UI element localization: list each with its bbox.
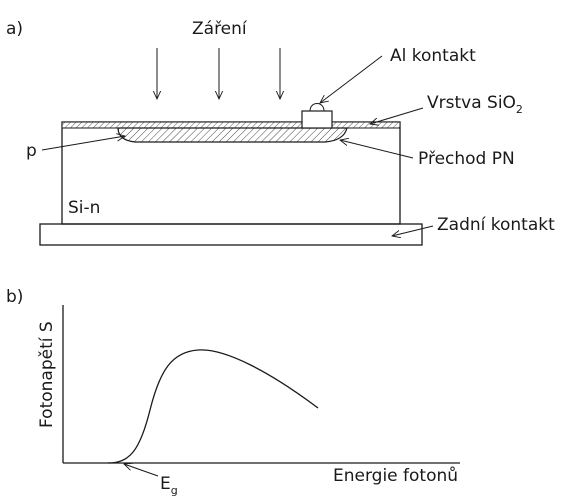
radiation-label: Záření bbox=[192, 19, 248, 39]
back-contact-plate bbox=[39, 223, 423, 246]
eg-letter: E bbox=[160, 474, 171, 494]
radiation-arrows bbox=[157, 48, 280, 99]
x-axis-label: Energie fotonů bbox=[333, 466, 458, 486]
eg-label: Eg bbox=[160, 474, 178, 497]
eg-leader bbox=[124, 464, 159, 477]
oxide-layer-text: Vrstva SiO bbox=[427, 93, 516, 113]
pn-junction-label: Přechod PN bbox=[418, 149, 515, 169]
al-contact-wire bbox=[309, 103, 325, 112]
al-contact-pad bbox=[301, 110, 333, 129]
part-a-label: a) bbox=[6, 19, 23, 39]
p-region-leader bbox=[41, 136, 125, 151]
p-region-label: p bbox=[26, 141, 37, 161]
al-contact-leader bbox=[320, 55, 383, 103]
y-axis-label: Fotonapětí S bbox=[37, 321, 57, 428]
back-contact-label: Zadní kontakt bbox=[437, 215, 555, 235]
substrate-label: Si-n bbox=[68, 198, 100, 218]
oxide-layer-subscript: 2 bbox=[516, 103, 523, 116]
pn-junction-leader bbox=[340, 140, 414, 159]
eg-subscript: g bbox=[171, 484, 178, 497]
p-region bbox=[117, 127, 348, 143]
al-contact-label: Al kontakt bbox=[390, 46, 476, 66]
oxide-layer-leader bbox=[370, 107, 424, 124]
back-contact-leader bbox=[392, 225, 434, 236]
oxide-layer-label: Vrstva SiO2 bbox=[427, 93, 523, 116]
photovoltage-curve bbox=[107, 349, 319, 464]
part-b-label: b) bbox=[6, 287, 23, 307]
oxide-layer bbox=[61, 121, 401, 129]
